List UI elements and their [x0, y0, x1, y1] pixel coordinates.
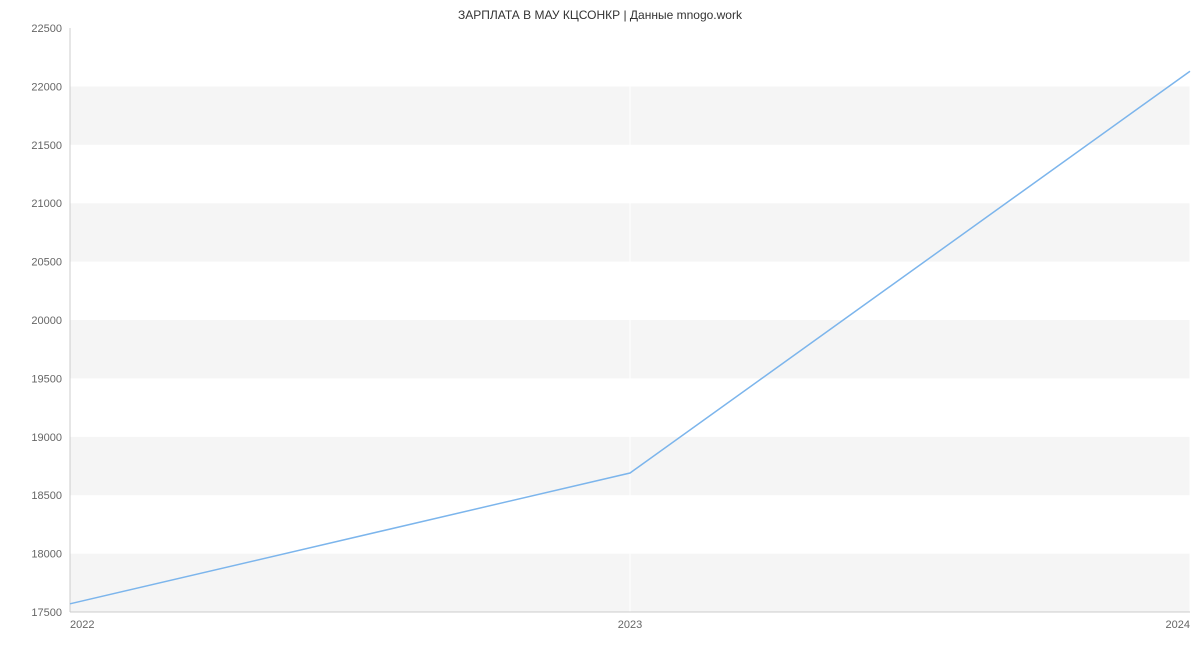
y-tick-label: 19500 — [31, 373, 62, 385]
y-tick-label: 21000 — [31, 198, 62, 210]
y-tick-label: 22000 — [31, 81, 62, 93]
y-tick-label: 20000 — [31, 315, 62, 327]
x-tick-label: 2024 — [1166, 619, 1190, 631]
line-chart: ЗАРПЛАТА В МАУ КЦСОНКР | Данные mnogo.wo… — [0, 0, 1200, 650]
y-tick-label: 18500 — [31, 490, 62, 502]
chart-title: ЗАРПЛАТА В МАУ КЦСОНКР | Данные mnogo.wo… — [0, 8, 1200, 22]
y-tick-label: 18000 — [31, 549, 62, 561]
y-tick-label: 19000 — [31, 432, 62, 444]
y-tick-label: 17500 — [31, 607, 62, 619]
y-tick-label: 20500 — [31, 257, 62, 269]
x-tick-label: 2023 — [618, 619, 642, 631]
chart-svg: 17500 18000 18500 19000 19500 20000 20500 21000… — [0, 0, 1200, 650]
y-tick-label: 21500 — [31, 140, 62, 152]
x-tick-label: 2022 — [70, 619, 94, 631]
y-tick-label: 22500 — [31, 23, 62, 35]
